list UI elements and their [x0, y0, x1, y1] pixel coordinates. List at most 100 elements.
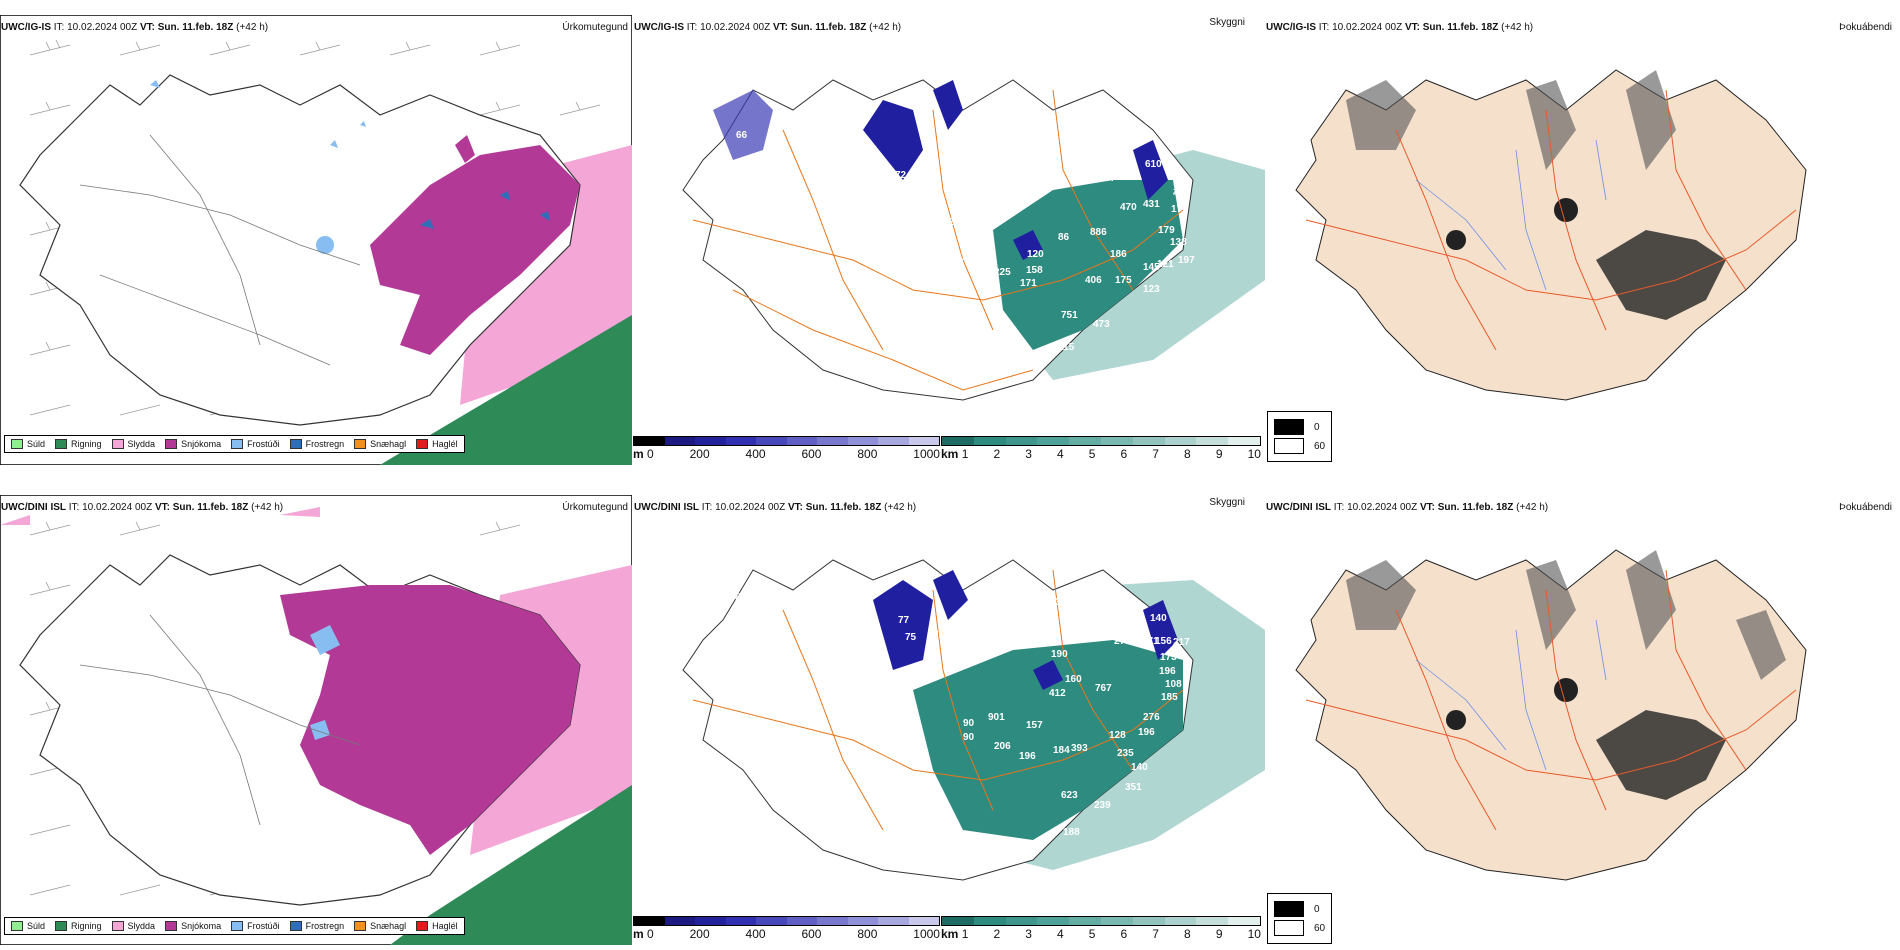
ceiling-label: 471 — [1142, 636, 1159, 647]
legend-item: Súld — [11, 921, 45, 931]
legend-item: Slydda — [111, 439, 155, 449]
lead-time: (+42 h) — [1501, 22, 1534, 33]
valid-label: VT: — [772, 22, 788, 33]
ceiling-ticks: m 0 200 400 600 800 1000 — [633, 447, 940, 461]
ceiling-label: 473 — [1121, 622, 1138, 633]
init-time: IT: 10.02.2024 00Z — [68, 502, 153, 513]
visibility-colorbar — [941, 916, 1261, 926]
valid-label: VT: — [1419, 502, 1435, 513]
visibility-ticks: km 1 2 3 4 5 6 7 8 9 10 — [941, 927, 1261, 941]
visibility-scale: km 1 2 3 4 5 6 7 8 9 10 — [941, 916, 1261, 941]
ceiling-label: 79 — [933, 630, 945, 641]
ceiling-label: 412 — [1049, 688, 1066, 699]
ceiling-panel-top: UWC/IG-IS IT: 10.02.2024 00Z VT: Sun. 11… — [633, 15, 1333, 465]
legend-item: Súld — [11, 439, 45, 449]
ceiling-colorbar — [633, 436, 940, 446]
panel-header: UWC/IG-IS IT: 10.02.2024 00Z VT: Sun. 11… — [1, 22, 268, 33]
fog-map — [1295, 549, 1807, 881]
ceiling-label: 120 — [1027, 249, 1044, 260]
ceiling-label: 89 — [735, 592, 747, 603]
ceiling-label: 304 — [1055, 597, 1072, 608]
ceiling-label: 196 — [1019, 751, 1036, 762]
init-time: IT: 10.02.2024 00Z — [1333, 502, 1418, 513]
ceiling-label: 338 — [1096, 162, 1113, 173]
ceiling-label: 257 — [1099, 173, 1116, 184]
model-name: UWC/IG-IS — [1, 22, 51, 33]
ceiling-label: 140 — [1150, 613, 1167, 624]
visibility-ticks: km 1 2 3 4 5 6 7 8 9 10 — [941, 447, 1261, 461]
valid-label: VT: — [154, 502, 170, 513]
valid-time: Sun. 11.feb. 18Z — [790, 22, 867, 33]
ceiling-label: 66 — [736, 130, 748, 141]
ceiling-label: 258 — [1095, 605, 1112, 616]
model-name: UWC/DINI ISL — [634, 502, 699, 513]
ceiling-label: 300 — [1088, 140, 1105, 151]
model-name: UWC/IG-IS — [1266, 22, 1316, 33]
precip-legend: Súld Rigning Slydda Snjókoma Frostúði Fr… — [4, 917, 465, 935]
ceiling-label: 431 — [1143, 199, 1160, 210]
precip-panel-top: UWC/IG-IS IT: 10.02.2024 00Z VT: Sun. 11… — [0, 15, 632, 465]
fog-min: 0 — [1314, 903, 1320, 915]
legend-item: Slydda — [111, 921, 155, 931]
valid-time: Sun. 11.feb. 18Z — [805, 502, 882, 513]
model-name: UWC/DINI ISL — [1, 502, 66, 513]
ceiling-label: 108 — [1165, 679, 1182, 690]
model-name: UWC/IG-IS — [634, 22, 684, 33]
variable-title: Úrkomutegund — [562, 502, 628, 513]
init-time: IT: 10.02.2024 00Z — [1318, 22, 1403, 33]
ceiling-label: 99 — [895, 737, 907, 748]
fog-key: 0 60 — [1267, 893, 1333, 944]
ceiling-colorbar — [633, 916, 940, 926]
valid-time: Sun. 11.feb. 18Z — [1422, 22, 1499, 33]
lead-time: (+42 h) — [1516, 502, 1549, 513]
ceiling-label: 190 — [1051, 649, 1068, 660]
ceiling-label: 156 — [1155, 636, 1172, 647]
ceiling-label: 90 — [963, 718, 975, 729]
ceiling-label: 239 — [1094, 800, 1111, 811]
ceiling-label: 115 — [1058, 342, 1075, 353]
fog-max: 60 — [1314, 440, 1326, 452]
lead-time: (+42 h) — [869, 22, 902, 33]
variable-title: Skyggni — [1209, 17, 1245, 28]
ceiling-label: 886 — [1090, 227, 1107, 238]
ceiling-label: 81 — [928, 187, 940, 198]
ceiling-label: 158 — [1026, 265, 1043, 276]
ceiling-label: 767 — [1095, 683, 1112, 694]
ceiling-scale: m 0 200 400 600 800 1000 — [633, 916, 940, 941]
snow-area — [370, 145, 580, 355]
legend-item: Frostregn — [289, 439, 344, 449]
ceiling-label: 123 — [1143, 284, 1160, 295]
ceiling-label: 236 — [1098, 619, 1115, 630]
panel-header: UWC/IG-IS IT: 10.02.2024 00Z VT: Sun. 11… — [634, 22, 901, 33]
model-name: UWC/DINI ISL — [1266, 502, 1331, 513]
ceiling-label: 145 — [1143, 262, 1160, 273]
legend-item: Rigning — [55, 439, 102, 449]
visibility-scale: km 1 2 3 4 5 6 7 8 9 10 — [941, 436, 1261, 461]
precip-map — [0, 495, 632, 945]
ceiling-label: 470 — [1120, 202, 1137, 213]
ceiling-panel-bottom: UWC/DINI ISL IT: 10.02.2024 00Z VT: Sun.… — [633, 495, 1333, 945]
legend-item: Haglél — [416, 439, 458, 449]
ceiling-label: 186 — [1110, 249, 1127, 260]
legend-item: Frostúði — [231, 921, 280, 931]
variable-title: Þokuábendi — [1839, 22, 1892, 33]
rain-area — [380, 315, 632, 465]
legend-item: Frostregn — [289, 921, 344, 931]
ceiling-label: 173 — [1160, 652, 1177, 663]
ceiling-label: 59 — [923, 172, 935, 183]
ceiling-labels: 66 102 72 59 65 81 128 300 338 257 610 1… — [736, 130, 1195, 353]
valid-time: Sun. 11.feb. 18Z — [157, 22, 234, 33]
ceiling-label: 473 — [1093, 319, 1110, 330]
ceiling-label: 301 — [1088, 589, 1105, 600]
valid-time: Sun. 11.feb. 18Z — [172, 502, 249, 513]
ceiling-label: 217 — [1173, 637, 1190, 648]
ceiling-map: 66 102 72 59 65 81 128 300 338 257 610 1… — [682, 79, 1265, 401]
ceiling-label: 406 — [1085, 275, 1102, 286]
ceiling-label: 196 — [1138, 727, 1155, 738]
init-time: IT: 10.02.2024 00Z — [686, 22, 771, 33]
ceiling-label: 276 — [1143, 712, 1160, 723]
ceiling-label: 175 — [1115, 275, 1132, 286]
ceiling-label: 184 — [1053, 745, 1070, 756]
ceiling-label: 225 — [994, 267, 1011, 278]
ceiling-label: 623 — [1061, 790, 1078, 801]
